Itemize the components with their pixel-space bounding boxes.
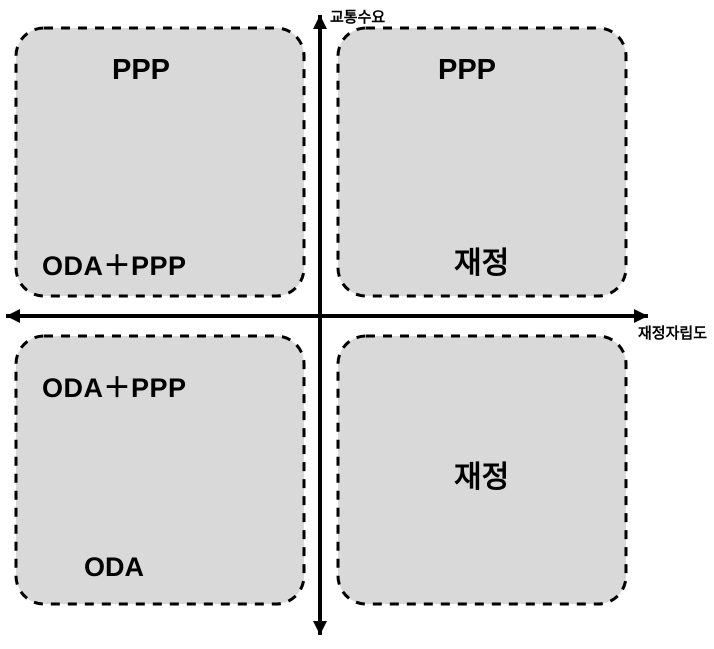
quadrant-diagram: 교통수요 재정자립도 PPP ODA＋PPP PPP 재정 ODA＋PPP OD… <box>0 0 714 649</box>
y-axis-arrow-down <box>313 621 327 635</box>
y-axis-arrow-up <box>313 15 327 29</box>
x-axis-label: 재정자립도 <box>638 322 707 343</box>
q-tl-label-1: PPP <box>112 54 170 87</box>
q-tr-label-1: PPP <box>438 54 496 87</box>
q-tr-label-2: 재정 <box>454 238 509 282</box>
y-axis-label: 교통수요 <box>330 6 385 27</box>
q-bl-label-1: ODA＋PPP <box>42 366 187 405</box>
q-tl-label-2: ODA＋PPP <box>42 244 187 283</box>
x-axis-arrow-left <box>6 309 20 323</box>
x-axis-arrow-right <box>634 309 648 323</box>
q-bl-label-2: ODA <box>84 552 144 583</box>
q-br-label-1: 재정 <box>454 452 509 496</box>
